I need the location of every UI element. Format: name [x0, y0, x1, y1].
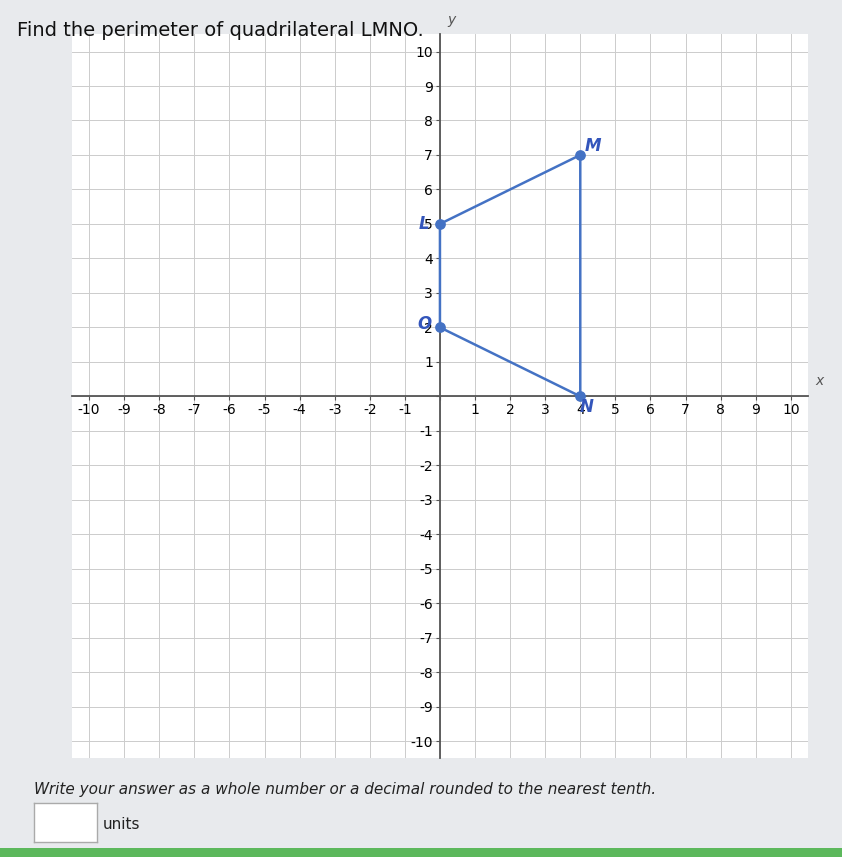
Point: [433, 321, 446, 334]
Text: Write your answer as a whole number or a decimal rounded to the nearest tenth.: Write your answer as a whole number or a…: [34, 782, 656, 797]
Text: O: O: [417, 315, 431, 333]
Text: y: y: [447, 14, 456, 27]
Text: L: L: [418, 215, 429, 233]
Text: N: N: [579, 398, 594, 416]
Text: x: x: [815, 374, 823, 387]
Text: M: M: [584, 137, 601, 155]
Point: [573, 389, 587, 404]
Text: units: units: [103, 817, 141, 832]
Point: [573, 148, 587, 162]
Point: [433, 217, 446, 231]
Text: Find the perimeter of quadrilateral LMNO.: Find the perimeter of quadrilateral LMNO…: [17, 21, 424, 40]
